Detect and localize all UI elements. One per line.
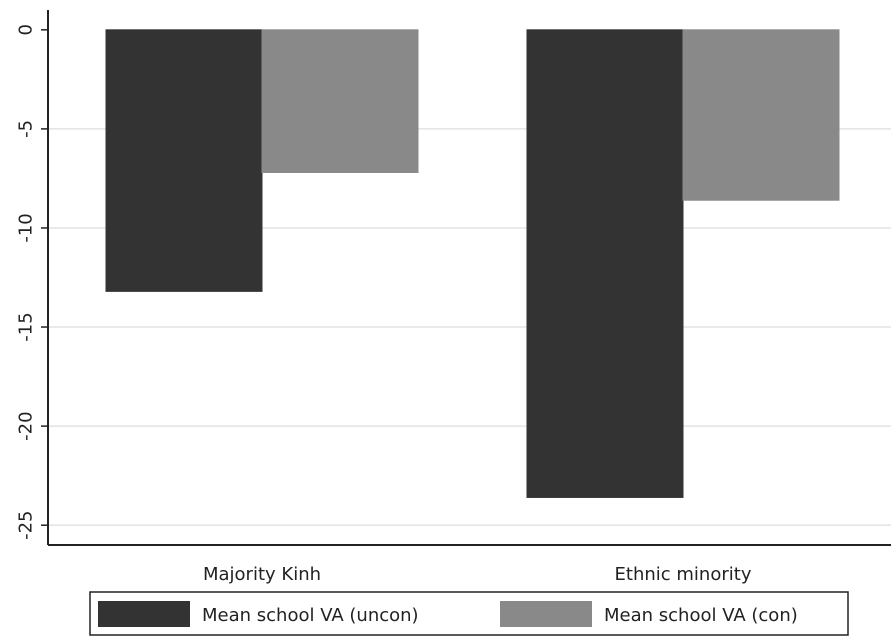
x-category-label: Majority Kinh [203,564,321,585]
legend-box [89,591,849,636]
y-axis-ticks: 0 -5 -10 -15 -20 -25 [16,24,48,540]
x-category-label: Ethnic minority [615,564,752,585]
y-tick-label: -10 [16,213,37,242]
x-axis-category-labels: Majority Kinh Ethnic minority [203,564,752,585]
bar-uncon-0 [105,29,263,292]
bar-uncon-1 [526,29,684,498]
bar-con-0 [261,29,419,173]
bar-con-1 [682,29,840,201]
y-tick-label: -15 [16,312,37,341]
y-tick-label: -25 [16,510,37,539]
legend-swatch [500,601,592,627]
y-tick-label: -5 [16,120,37,138]
legend-label: Mean school VA (uncon) [202,605,419,626]
bars-group [105,29,840,498]
y-tick-label: -20 [16,411,37,440]
legend-label: Mean school VA (con) [604,605,798,626]
legend-swatch [98,601,190,627]
y-tick-label: 0 [16,24,37,35]
legend: Mean school VA (uncon) Mean school VA (co… [89,591,849,636]
